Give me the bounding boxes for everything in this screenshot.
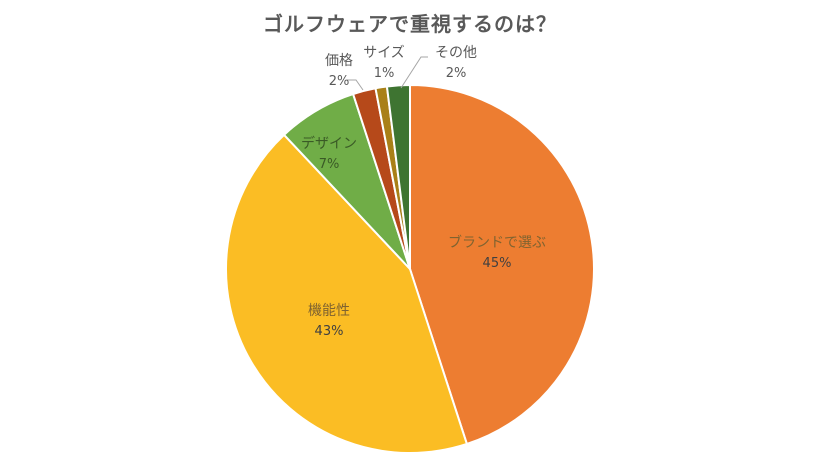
slice-name: その他	[435, 45, 477, 61]
slice-label-size: サイズ 1%	[363, 42, 405, 81]
slice-name: 機能性	[308, 303, 350, 319]
slice-label-function: 機能性 43%	[308, 300, 350, 339]
slice-label-brand: ブランドで選ぶ 45%	[448, 232, 546, 271]
slice-value: 1%	[373, 66, 395, 81]
slice-value: 43%	[314, 324, 344, 339]
slice-value: 2%	[445, 66, 467, 81]
slice-name: ブランドで選ぶ	[448, 235, 546, 251]
leader-line-other	[400, 56, 428, 89]
slice-value: 7%	[318, 157, 340, 172]
pie-slice	[409, 84, 595, 445]
slice-name: デザイン	[301, 136, 357, 152]
slice-label-price: 価格 2%	[325, 50, 353, 89]
slice-name: 価格	[325, 53, 353, 69]
pie-slices	[225, 84, 595, 454]
slice-value: 2%	[328, 74, 350, 89]
leader-line-price	[347, 79, 364, 91]
pie-slice	[385, 84, 411, 270]
slice-label-other: その他 2%	[435, 42, 477, 81]
slice-value: 45%	[482, 256, 512, 271]
pie-slice	[225, 133, 468, 454]
slice-name: サイズ	[363, 45, 405, 61]
chart-title: ゴルフウェアで重視するのは？	[263, 12, 557, 36]
slice-label-design: デザイン 7%	[301, 133, 357, 172]
